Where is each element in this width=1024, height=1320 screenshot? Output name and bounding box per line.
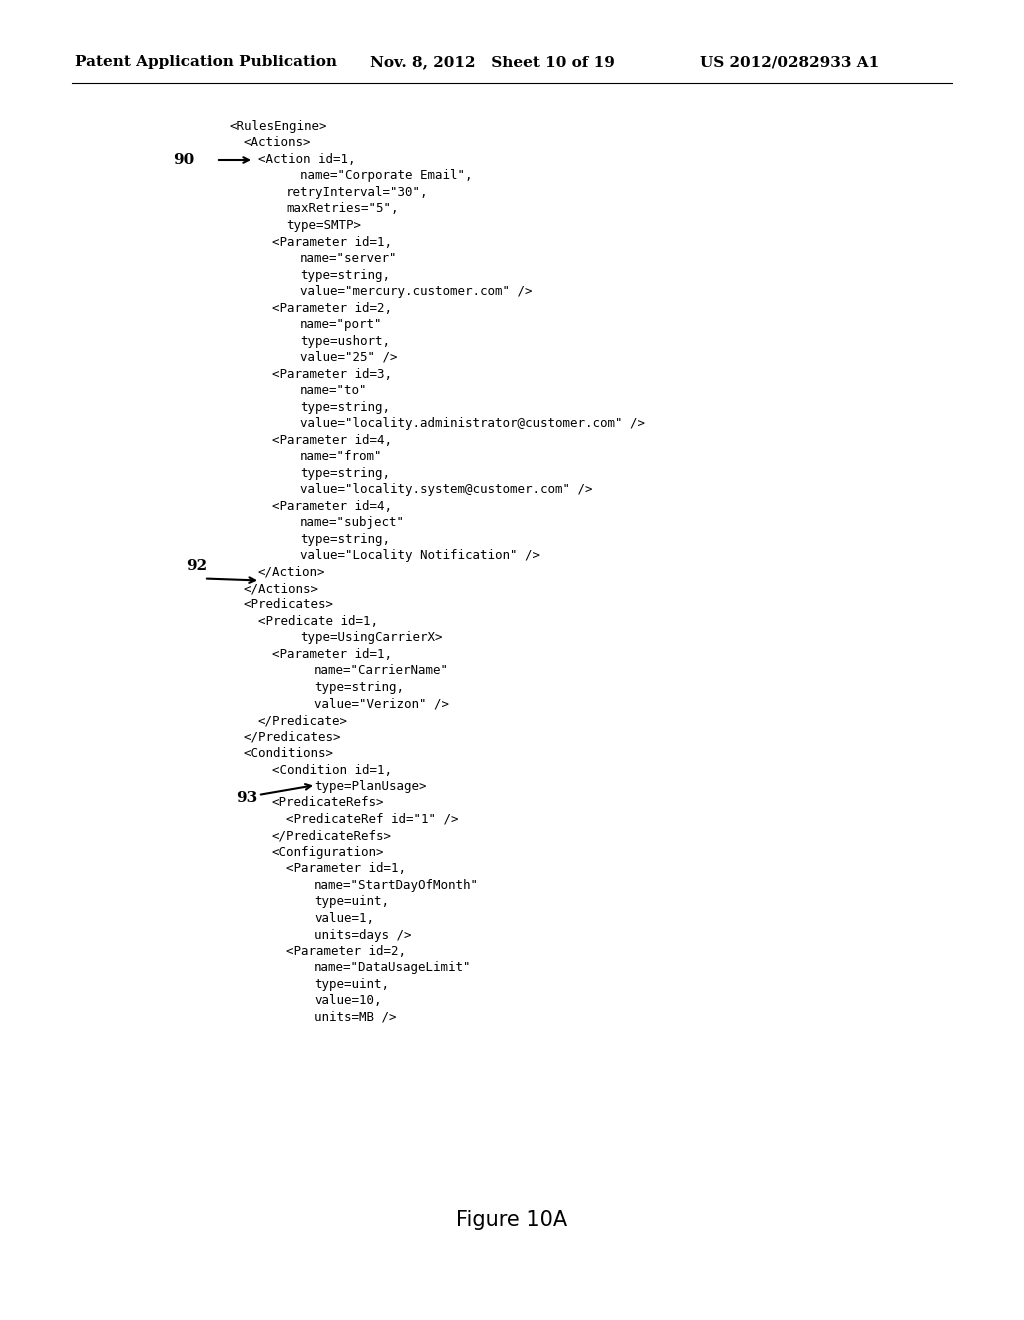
Text: <Conditions>: <Conditions> — [244, 747, 334, 760]
Text: <PredicateRef id="1" />: <PredicateRef id="1" /> — [286, 813, 459, 826]
Text: value="mercury.customer.com" />: value="mercury.customer.com" /> — [300, 285, 532, 298]
Text: <Condition id=1,: <Condition id=1, — [272, 763, 392, 776]
Text: <RulesEngine>: <RulesEngine> — [230, 120, 328, 133]
Text: <Parameter id=2,: <Parameter id=2, — [272, 301, 392, 314]
Text: name="from": name="from" — [300, 450, 383, 463]
Text: 92: 92 — [186, 558, 207, 573]
Text: <Predicates>: <Predicates> — [244, 598, 334, 611]
Text: name="Corporate Email",: name="Corporate Email", — [300, 169, 472, 182]
Text: </PredicateRefs>: </PredicateRefs> — [272, 829, 392, 842]
Text: <Actions>: <Actions> — [244, 136, 311, 149]
Text: </Predicate>: </Predicate> — [258, 714, 348, 727]
Text: value="Locality Notification" />: value="Locality Notification" /> — [300, 549, 540, 562]
Text: maxRetries="5",: maxRetries="5", — [286, 202, 398, 215]
Text: <Predicate id=1,: <Predicate id=1, — [258, 615, 378, 628]
Text: <Parameter id=1,: <Parameter id=1, — [272, 648, 392, 661]
Text: name="StartDayOfMonth": name="StartDayOfMonth" — [314, 879, 479, 892]
Text: type=string,: type=string, — [300, 466, 390, 479]
Text: type=ushort,: type=ushort, — [300, 334, 390, 347]
Text: </Actions>: </Actions> — [244, 582, 319, 595]
Text: value=10,: value=10, — [314, 994, 382, 1007]
Text: retryInterval="30",: retryInterval="30", — [286, 186, 428, 199]
Text: name="to": name="to" — [300, 384, 368, 397]
Text: value="25" />: value="25" /> — [300, 351, 397, 364]
Text: name="DataUsageLimit": name="DataUsageLimit" — [314, 961, 471, 974]
Text: type=string,: type=string, — [300, 400, 390, 413]
Text: name="CarrierName": name="CarrierName" — [314, 664, 449, 677]
Text: value="Verizon" />: value="Verizon" /> — [314, 697, 449, 710]
Text: <Parameter id=1,: <Parameter id=1, — [286, 862, 406, 875]
Text: type=PlanUsage>: type=PlanUsage> — [314, 780, 427, 793]
Text: US 2012/0282933 A1: US 2012/0282933 A1 — [700, 55, 880, 69]
Text: <Action id=1,: <Action id=1, — [258, 153, 355, 166]
Text: type=UsingCarrierX>: type=UsingCarrierX> — [300, 631, 442, 644]
Text: <Configuration>: <Configuration> — [272, 846, 384, 859]
Text: <Parameter id=1,: <Parameter id=1, — [272, 235, 392, 248]
Text: type=uint,: type=uint, — [314, 895, 389, 908]
Text: units=MB />: units=MB /> — [314, 1011, 396, 1024]
Text: type=uint,: type=uint, — [314, 978, 389, 991]
Text: </Action>: </Action> — [258, 565, 326, 578]
Text: type=string,: type=string, — [300, 532, 390, 545]
Text: type=string,: type=string, — [300, 268, 390, 281]
Text: units=days />: units=days /> — [314, 928, 412, 941]
Text: type=string,: type=string, — [314, 681, 404, 694]
Text: <Parameter id=4,: <Parameter id=4, — [272, 499, 392, 512]
Text: <Parameter id=4,: <Parameter id=4, — [272, 433, 392, 446]
Text: <Parameter id=3,: <Parameter id=3, — [272, 367, 392, 380]
Text: <PredicateRefs>: <PredicateRefs> — [272, 796, 384, 809]
Text: Patent Application Publication: Patent Application Publication — [75, 55, 337, 69]
Text: 93: 93 — [236, 791, 257, 805]
Text: type=SMTP>: type=SMTP> — [286, 219, 361, 232]
Text: Nov. 8, 2012   Sheet 10 of 19: Nov. 8, 2012 Sheet 10 of 19 — [370, 55, 614, 69]
Text: value="locality.system@customer.com" />: value="locality.system@customer.com" /> — [300, 483, 593, 496]
Text: value=1,: value=1, — [314, 912, 374, 925]
Text: name="subject": name="subject" — [300, 516, 406, 529]
Text: value="locality.administrator@customer.com" />: value="locality.administrator@customer.c… — [300, 417, 645, 430]
Text: name="port": name="port" — [300, 318, 383, 331]
Text: 90: 90 — [173, 153, 195, 168]
Text: Figure 10A: Figure 10A — [457, 1210, 567, 1230]
Text: </Predicates>: </Predicates> — [244, 730, 341, 743]
Text: name="server": name="server" — [300, 252, 397, 265]
Text: <Parameter id=2,: <Parameter id=2, — [286, 945, 406, 958]
